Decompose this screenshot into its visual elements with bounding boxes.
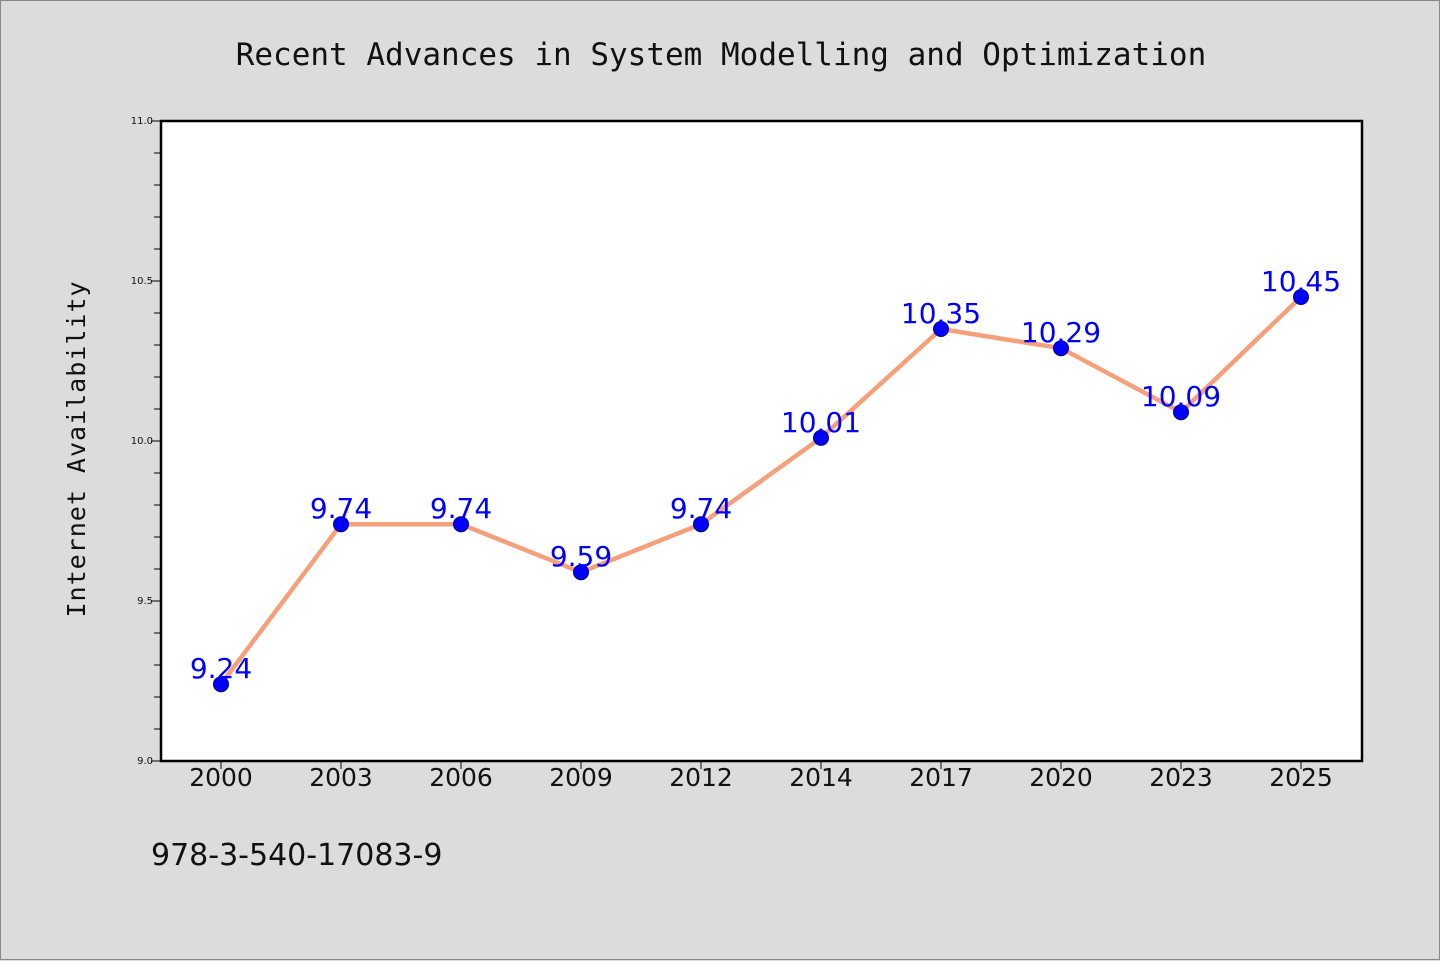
data-label: 10.09	[1141, 380, 1221, 413]
data-point	[453, 516, 469, 533]
x-tick-label: 2014	[789, 763, 853, 792]
chart-title: Recent Advances in System Modelling and …	[236, 37, 1207, 73]
x-tick-label: 2023	[1149, 763, 1213, 792]
data-label: 10.45	[1261, 265, 1341, 298]
data-label: 9.74	[310, 492, 372, 525]
data-point	[213, 676, 229, 693]
isbn-footnote: 978-3-540-17083-9	[151, 838, 442, 873]
x-tick-label: 2020	[1029, 763, 1093, 792]
data-point	[1173, 404, 1189, 421]
y-tick-label: 9.0	[137, 756, 153, 767]
y-tick-label: 11.0	[131, 116, 153, 127]
data-point	[933, 321, 949, 337]
data-label: 9.59	[550, 540, 612, 573]
data-point	[813, 429, 829, 446]
x-tick-label: 2017	[909, 763, 973, 792]
data-point	[1053, 340, 1069, 357]
data-label: 10.35	[901, 297, 981, 330]
y-axis-label: Internet Availability	[62, 280, 91, 617]
x-axis: 2000 2003 2006 2009 2012 2014 2017 2020 2023 2025	[189, 761, 1333, 792]
x-tick-label: 2025	[1269, 763, 1333, 792]
series-line	[218, 294, 1304, 687]
y-tick-label: 10.0	[131, 436, 153, 447]
data-point	[573, 564, 589, 581]
data-point	[693, 516, 709, 533]
x-tick-label: 2009	[549, 763, 613, 792]
data-point	[333, 516, 349, 533]
x-tick-label: 2003	[309, 763, 373, 792]
marker-layer	[213, 289, 1309, 693]
plot-area	[161, 121, 1362, 761]
y-axis: 9.0 9.5 10.0 10.5 11.0	[131, 116, 161, 767]
data-point	[1293, 289, 1309, 305]
series-layer	[218, 294, 1304, 687]
y-tick-label: 10.5	[131, 276, 153, 287]
data-label-layer: 9.24 9.74 9.74 9.59 9.74 10.01 10.35 10.29 10.09…	[190, 265, 1341, 685]
plot-border	[159, 119, 1364, 763]
data-label: 9.24	[190, 652, 252, 685]
x-tick-label: 2006	[429, 763, 493, 792]
x-tick-label: 2012	[669, 763, 733, 792]
data-label: 9.74	[430, 492, 492, 525]
x-tick-label: 2000	[189, 763, 253, 792]
y-tick-label: 9.5	[137, 596, 153, 607]
data-label: 10.29	[1021, 316, 1101, 349]
data-label: 9.74	[670, 492, 732, 525]
data-label: 10.01	[781, 406, 861, 439]
